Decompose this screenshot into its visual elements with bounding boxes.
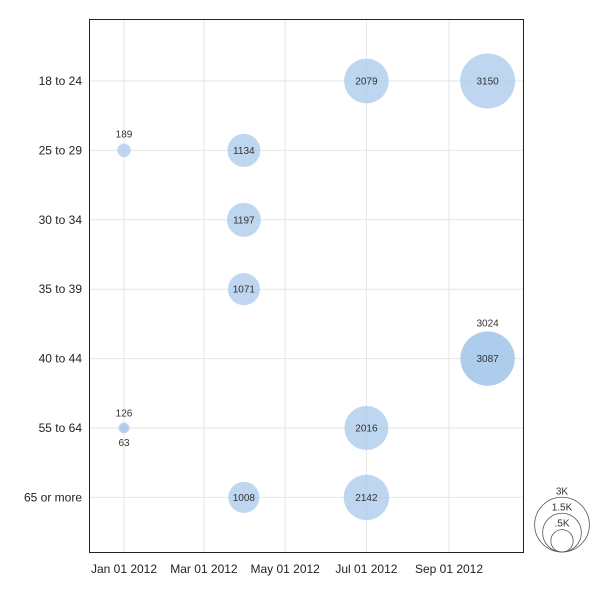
y-tick-label: 40 to 44 — [39, 352, 83, 366]
bubble[interactable] — [227, 273, 260, 306]
bubble-value-label: 1008 — [233, 493, 256, 504]
bubble[interactable] — [117, 143, 131, 158]
bubble-value-label: 63 — [118, 438, 130, 449]
bubble[interactable] — [227, 133, 261, 167]
bubble-value-label: 2142 — [355, 493, 378, 504]
x-tick-label: Sep 01 2012 — [415, 562, 483, 576]
y-tick-label: 55 to 64 — [39, 421, 83, 435]
x-tick-label: Jul 01 2012 — [335, 562, 397, 576]
size-legend-label: 3K — [556, 486, 569, 497]
x-tick-label: May 01 2012 — [250, 562, 320, 576]
x-tick-label: Jan 01 2012 — [91, 562, 157, 576]
bubble-value-label: 3150 — [477, 77, 500, 88]
y-tick-label: 25 to 29 — [39, 143, 83, 157]
bubble[interactable] — [343, 474, 390, 521]
y-tick-label: 35 to 39 — [39, 282, 83, 296]
bubble[interactable] — [226, 202, 261, 237]
bubble[interactable] — [344, 58, 389, 104]
bubble[interactable] — [460, 53, 516, 109]
bubble[interactable] — [228, 481, 260, 513]
bubble-value-label: 3087 — [477, 354, 500, 365]
bubble-value-label: 1197 — [233, 215, 255, 226]
size-legend: 3K 1.5K .5K — [534, 486, 590, 553]
bubbles — [117, 53, 516, 521]
bubble-value-label: 3024 — [477, 319, 500, 330]
y-axis-labels: 18 to 24 25 to 29 30 to 34 35 to 39 40 to 44… — [24, 74, 82, 504]
y-tick-label: 30 to 34 — [39, 213, 83, 227]
size-legend-circle — [550, 529, 574, 553]
bubble[interactable] — [460, 331, 515, 386]
x-tick-label: Mar 01 2012 — [170, 562, 238, 576]
grid-lines — [90, 20, 523, 552]
plot-area-frame — [89, 19, 524, 553]
bubble[interactable] — [120, 424, 128, 432]
bubble-value-label: 2016 — [355, 424, 378, 435]
bubble-value-label: 189 — [116, 130, 133, 141]
bubble-value-label: 126 — [116, 409, 133, 420]
size-legend-label: .5K — [554, 519, 569, 530]
bubble-labels: 2079 3150 189 1134 1197 1071 3087 3024 126 63 2016… — [116, 77, 500, 504]
y-tick-label: 18 to 24 — [39, 74, 83, 88]
bubble-value-label: 2079 — [355, 77, 378, 88]
y-tick-label: 65 or more — [24, 490, 82, 504]
size-legend-label: 1.5K — [552, 502, 573, 513]
bubble[interactable] — [344, 406, 389, 450]
x-axis-labels: Jan 01 2012 Mar 01 2012 May 01 2012 Jul 01 … — [91, 562, 483, 576]
bubble-value-label: 1071 — [233, 285, 256, 296]
bubble-value-label: 1134 — [233, 146, 255, 157]
